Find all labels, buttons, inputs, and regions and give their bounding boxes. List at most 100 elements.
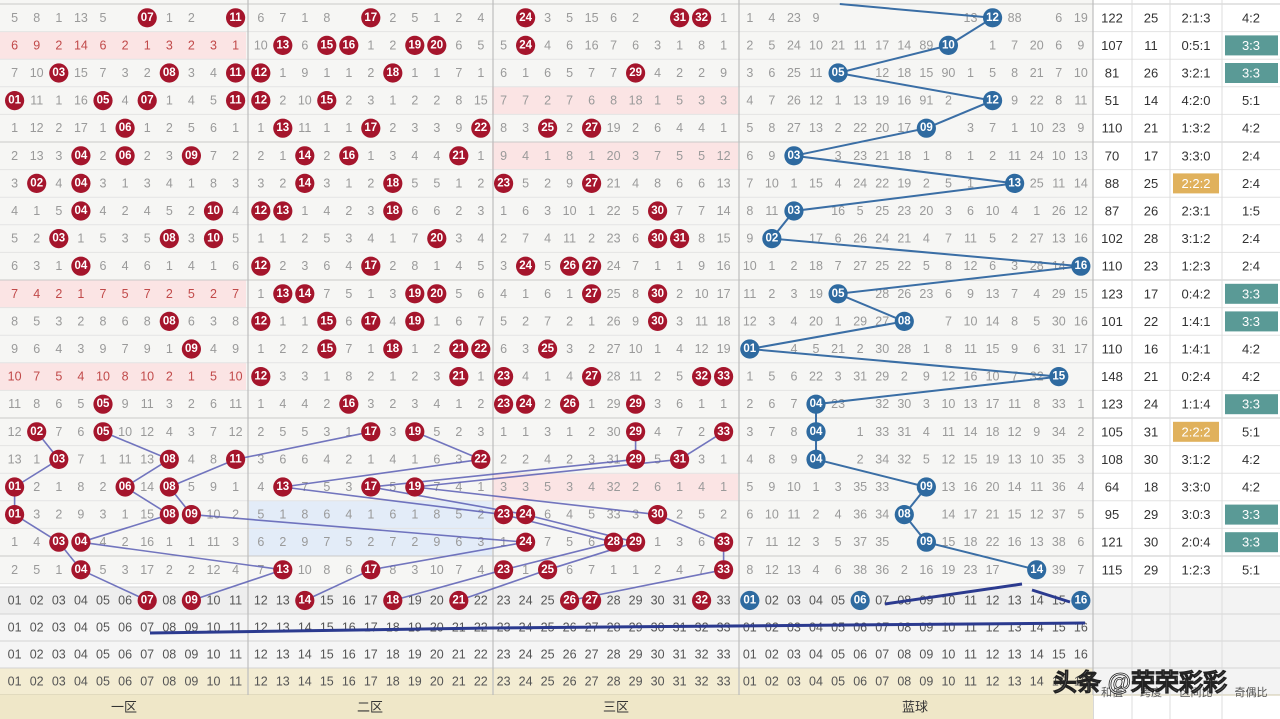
miss-value: 3 bbox=[33, 508, 40, 522]
blue-miss-value: 30 bbox=[897, 397, 911, 411]
stat-span: 29 bbox=[1144, 562, 1158, 577]
selection-number: 09 bbox=[919, 648, 933, 662]
miss-value: 3 bbox=[100, 176, 107, 190]
miss-value: 1 bbox=[500, 535, 507, 549]
miss-value: 4 bbox=[544, 452, 551, 466]
blue-miss-value: 2 bbox=[989, 149, 996, 163]
red-ball bbox=[648, 201, 668, 221]
miss-value: 1 bbox=[411, 508, 418, 522]
selected-red-number: 26 bbox=[563, 595, 576, 607]
blue-miss-value: 31 bbox=[1052, 342, 1066, 356]
red-ball bbox=[405, 35, 425, 56]
stat-oe: 3:3 bbox=[1242, 38, 1260, 53]
miss-value: 7 bbox=[345, 342, 352, 356]
blue-miss-value: 6 bbox=[768, 66, 775, 80]
miss-value: 1 bbox=[411, 342, 418, 356]
miss-value: 1 bbox=[433, 66, 440, 80]
blue-miss-value: 13 bbox=[964, 397, 978, 411]
miss-value: 1 bbox=[210, 259, 217, 273]
miss-value: 3 bbox=[720, 94, 727, 108]
red-ball-number: 12 bbox=[254, 371, 267, 383]
blue-ball bbox=[916, 532, 936, 552]
red-ball-number: 30 bbox=[651, 509, 664, 521]
miss-value: 3 bbox=[323, 176, 330, 190]
blue-miss-value: 14 bbox=[1074, 176, 1088, 190]
red-ball bbox=[516, 394, 536, 414]
red-ball bbox=[383, 173, 403, 193]
miss-value: 4 bbox=[566, 370, 573, 384]
selection-number: 02 bbox=[30, 594, 44, 608]
red-ball-number: 06 bbox=[119, 481, 132, 493]
blue-miss-value: 18 bbox=[897, 149, 911, 163]
blue-miss-value: 90 bbox=[941, 66, 955, 80]
blue-miss-value: 2 bbox=[835, 121, 842, 135]
miss-value: 7 bbox=[455, 66, 462, 80]
red-ball-number: 29 bbox=[629, 67, 642, 79]
red-ball bbox=[27, 173, 47, 193]
selection-number: 01 bbox=[743, 675, 757, 689]
miss-value: 4 bbox=[232, 204, 239, 218]
blue-miss-value: 11 bbox=[964, 232, 977, 246]
blue-miss-value: 21 bbox=[831, 38, 845, 52]
miss-value: 7 bbox=[100, 66, 107, 80]
stat-span: 17 bbox=[1144, 286, 1158, 301]
miss-value: 3 bbox=[544, 204, 551, 218]
selection-number: 06 bbox=[118, 675, 132, 689]
miss-value: 2 bbox=[77, 314, 84, 328]
miss-value: 5 bbox=[188, 287, 195, 301]
miss-value: 2 bbox=[11, 149, 18, 163]
red-ball-number: 04 bbox=[75, 260, 88, 272]
miss-value: 1 bbox=[720, 480, 727, 494]
selection-number: 14 bbox=[298, 675, 312, 689]
miss-value: 1 bbox=[566, 425, 573, 439]
miss-value: 6 bbox=[257, 11, 264, 25]
miss-value: 6 bbox=[122, 314, 129, 328]
selected-red-ball bbox=[137, 590, 157, 611]
red-ball bbox=[226, 449, 246, 469]
miss-value: 4 bbox=[654, 66, 661, 80]
miss-value: 11 bbox=[229, 397, 242, 411]
red-ball bbox=[159, 229, 179, 249]
miss-value: 2 bbox=[588, 342, 595, 356]
blue-ball-number: 02 bbox=[765, 233, 778, 245]
red-ball-number: 12 bbox=[254, 260, 267, 272]
miss-value: 11 bbox=[207, 535, 220, 549]
miss-value: 5 bbox=[698, 508, 705, 522]
miss-value: 9 bbox=[33, 38, 40, 52]
blue-miss-value: 7 bbox=[746, 176, 753, 190]
selection-number: 14 bbox=[298, 621, 312, 635]
selected-red-ball bbox=[181, 590, 201, 611]
red-ball bbox=[71, 201, 91, 221]
blue-miss-value: 1 bbox=[857, 425, 864, 439]
miss-value: 4 bbox=[279, 397, 286, 411]
red-ball bbox=[115, 477, 135, 497]
miss-value: 5 bbox=[433, 425, 440, 439]
red-ball bbox=[582, 118, 602, 138]
blue-miss-value: 8 bbox=[768, 121, 775, 135]
blue-miss-value: 31 bbox=[897, 425, 911, 439]
red-ball bbox=[582, 367, 602, 387]
blue-miss-value: 13 bbox=[809, 121, 823, 135]
selection-number: 09 bbox=[919, 621, 933, 635]
miss-value: 31 bbox=[607, 452, 621, 466]
red-trend-line bbox=[503, 541, 614, 571]
selection-number: 16 bbox=[342, 621, 356, 635]
blue-miss-value: 4 bbox=[1033, 287, 1040, 301]
selection-number: 33 bbox=[717, 648, 731, 662]
blue-miss-value: 10 bbox=[1030, 452, 1044, 466]
selection-number: 26 bbox=[563, 648, 577, 662]
red-ball bbox=[692, 8, 712, 28]
selection-number: 01 bbox=[8, 594, 22, 608]
blue-miss-value: 91 bbox=[919, 94, 933, 108]
miss-value: 3 bbox=[455, 452, 462, 466]
miss-value: 15 bbox=[74, 66, 88, 80]
red-ball-number: 05 bbox=[97, 426, 110, 438]
blue-miss-value: 9 bbox=[1077, 121, 1084, 135]
red-ball-number: 03 bbox=[52, 233, 65, 245]
selection-number: 24 bbox=[519, 594, 533, 608]
miss-value: 1 bbox=[367, 508, 374, 522]
miss-value: 4 bbox=[477, 232, 484, 246]
miss-value: 5 bbox=[676, 149, 683, 163]
miss-value: 2 bbox=[188, 38, 195, 52]
blue-miss-value: 17 bbox=[1074, 342, 1088, 356]
